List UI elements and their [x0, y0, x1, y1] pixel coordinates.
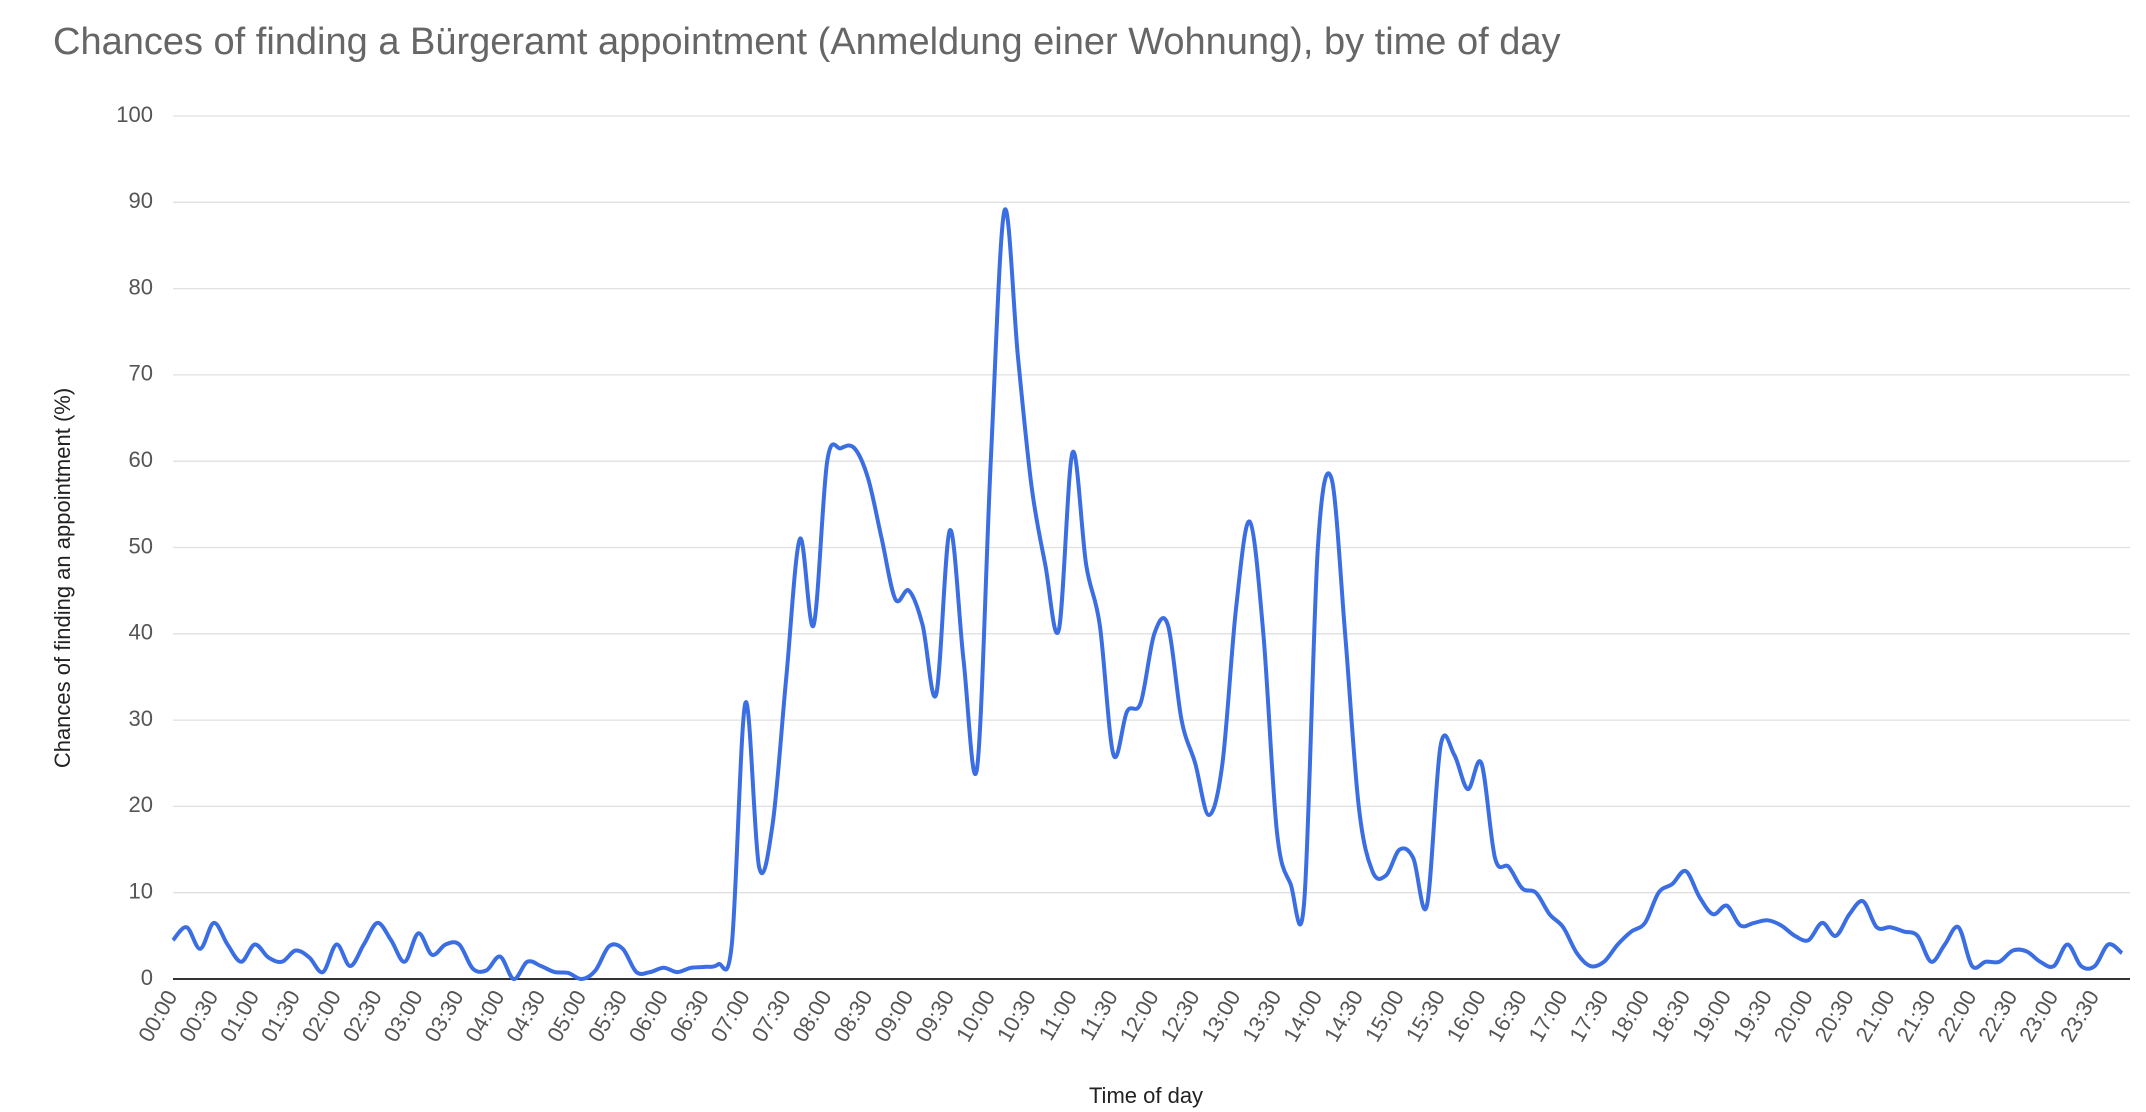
x-tick-label: 17:00 [1523, 986, 1572, 1046]
y-tick-label: 90 [129, 188, 153, 213]
x-tick-label: 09:00 [869, 986, 918, 1046]
x-tick-label: 20:00 [1769, 986, 1818, 1046]
y-tick-label: 50 [129, 533, 153, 558]
data-line [171, 207, 2124, 981]
x-tick-label: 19:00 [1687, 986, 1736, 1046]
x-tick-label: 02:00 [297, 986, 346, 1046]
y-tick-label: 70 [129, 361, 153, 386]
x-tick-label: 11:30 [1074, 986, 1122, 1045]
y-tick-label: 100 [116, 102, 153, 127]
x-axis-title: Time of day [1089, 1083, 1203, 1108]
x-tick-label: 13:00 [1196, 986, 1245, 1046]
y-tick-label: 40 [129, 620, 153, 645]
x-tick-label: 10:30 [992, 986, 1041, 1046]
x-tick-label: 22:30 [1973, 986, 2022, 1046]
x-tick-label: 03:00 [379, 986, 428, 1046]
x-tick-label: 10:00 [951, 986, 1000, 1046]
x-tick-label: 09:30 [910, 986, 959, 1046]
x-tick-label: 20:30 [1810, 986, 1859, 1046]
x-tick-label: 05:30 [583, 986, 632, 1046]
x-tick-label: 12:30 [1155, 986, 1204, 1046]
x-tick-label: 19:30 [1728, 986, 1777, 1046]
y-tick-label: 20 [129, 792, 153, 817]
x-tick-label: 16:00 [1442, 986, 1491, 1046]
x-tick-label: 18:00 [1605, 986, 1654, 1046]
x-tick-label: 23:30 [2055, 986, 2104, 1046]
x-tick-label: 01:30 [256, 986, 305, 1046]
x-tick-label: 16:30 [1482, 986, 1531, 1046]
x-tick-label: 07:30 [747, 986, 796, 1046]
x-tick-label: 02:30 [338, 986, 387, 1046]
x-tick-label: 04:00 [460, 986, 509, 1046]
x-tick-label: 21:30 [1891, 986, 1940, 1046]
x-tick-label: 08:30 [828, 986, 877, 1046]
x-tick-label: 00:00 [133, 986, 182, 1046]
x-tick-label: 14:30 [1319, 986, 1368, 1046]
y-tick-label: 60 [129, 447, 153, 472]
y-tick-label: 0 [141, 965, 153, 990]
y-tick-label: 10 [129, 879, 153, 904]
x-tick-label: 14:00 [1278, 986, 1327, 1046]
x-tick-label: 15:00 [1360, 986, 1409, 1046]
y-tick-label: 80 [129, 274, 153, 299]
x-tick-label: 08:00 [787, 986, 836, 1046]
x-tick-label: 01:00 [215, 986, 264, 1046]
x-tick-label: 12:00 [1114, 986, 1163, 1046]
x-tick-label: 18:30 [1646, 986, 1695, 1046]
x-tick-label: 04:30 [501, 986, 550, 1046]
x-tick-label: 21:00 [1850, 986, 1899, 1046]
x-tick-label: 06:30 [665, 986, 714, 1046]
x-tick-label: 03:30 [419, 986, 468, 1046]
x-tick-label: 13:30 [1237, 986, 1286, 1046]
x-tick-label: 17:30 [1564, 986, 1613, 1046]
y-tick-label: 30 [129, 706, 153, 731]
chart-title: Chances of finding a Bürgeramt appointme… [53, 21, 1561, 63]
x-tick-label: 11:00 [1034, 986, 1082, 1045]
x-tick-label: 15:30 [1401, 986, 1450, 1046]
x-tick-label: 06:00 [624, 986, 673, 1046]
y-axis-title: Chances of finding an appointment (%) [50, 388, 75, 768]
x-tick-label: 23:00 [2014, 986, 2063, 1046]
x-tick-label: 07:00 [706, 986, 755, 1046]
x-tick-label: 00:30 [174, 986, 223, 1046]
x-tick-label: 22:00 [1932, 986, 1981, 1046]
x-tick-label: 05:00 [542, 986, 591, 1046]
